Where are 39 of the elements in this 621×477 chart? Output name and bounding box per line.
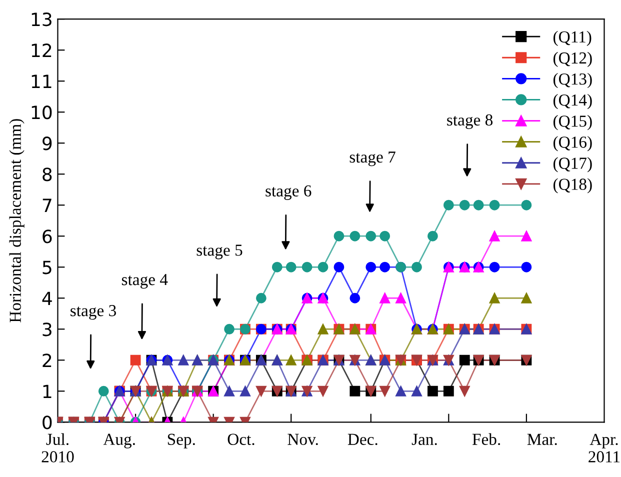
y-tick-label: 5	[42, 260, 52, 274]
legend-label: (Q17)	[553, 157, 592, 172]
y-tick-label: 11	[32, 74, 52, 88]
y-tick-label: 0	[42, 416, 52, 430]
x-tick-label: Nov.	[288, 434, 318, 446]
y-tick-label: 13	[32, 12, 52, 26]
legend-label: (Q16)	[553, 136, 592, 152]
y-tick-label: 1	[43, 384, 52, 398]
annotation: stage 7	[350, 152, 396, 166]
x-tick-label: Jul. 2010	[42, 433, 74, 462]
legend-label: (Q12)	[553, 52, 592, 68]
x-tick-label: Oct.	[228, 434, 254, 446]
legend-label: (Q15)	[553, 115, 592, 130]
annotation: stage 3	[70, 305, 116, 320]
y-tick-label: 10	[32, 106, 52, 120]
annotation: stage 8	[447, 114, 493, 130]
x-tick-label: Aug.	[103, 434, 135, 448]
y-tick-label: 6	[42, 230, 52, 244]
x-tick-label: Dec.	[348, 434, 378, 446]
x-tick-label: Sep.	[168, 434, 195, 448]
legend-label: (Q11)	[553, 30, 592, 46]
x-tick-label: Mar.	[527, 434, 557, 446]
x-tick-label: Apr. 2011	[588, 434, 620, 462]
y-tick-label: 2	[42, 354, 52, 367]
y-tick-label: 4	[42, 292, 52, 305]
y-tick-label: 8	[42, 168, 52, 182]
legend-label: (Q14)	[553, 94, 592, 110]
y-tick-label: 3	[42, 322, 52, 336]
annotation: stage 5	[196, 244, 242, 260]
y-tick-label: 12	[32, 44, 52, 57]
y-axis-title: Horizontal displacement (mm)	[9, 119, 24, 322]
y-tick-label: 9	[42, 136, 52, 150]
x-tick-label: Jan.	[412, 434, 437, 446]
x-tick-label: Feb.	[472, 433, 500, 446]
legend-label: (Q18)	[553, 178, 592, 194]
annotation: stage 6	[266, 185, 312, 200]
legend-label: (Q13)	[553, 72, 592, 88]
annotation: stage 4	[122, 274, 168, 289]
y-tick-label: 7	[42, 198, 52, 212]
